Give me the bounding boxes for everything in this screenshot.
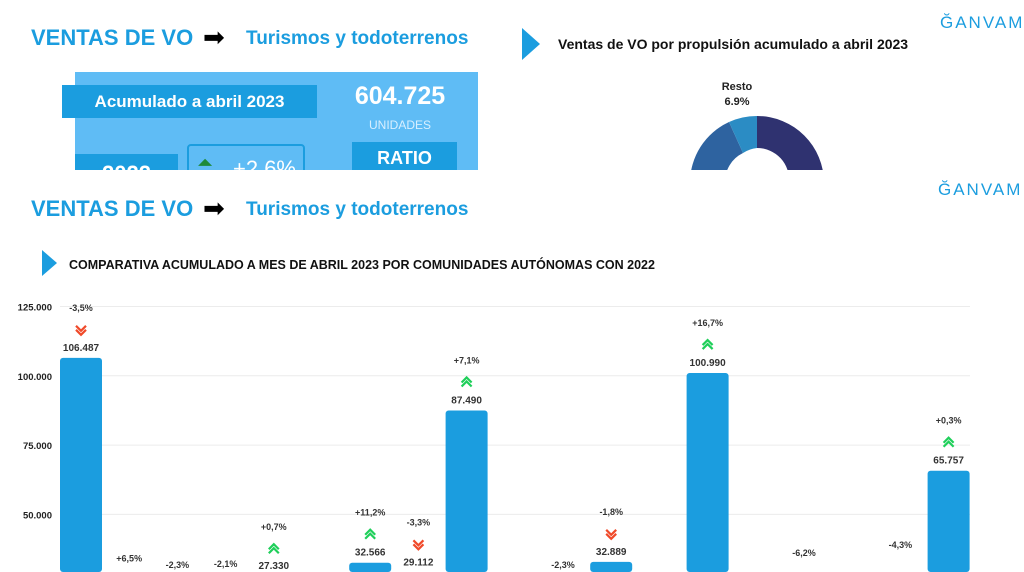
bar [686,373,729,572]
y-tick-label: 100.000 [18,372,52,383]
bar-change-label: -2,1% [214,559,238,569]
y-tick-label: 50.000 [23,510,52,521]
down-chevron-icon [605,529,617,541]
arrow-right-icon: ➡ [203,193,225,223]
bar-change-label: -2,3% [166,560,190,570]
bar-value-label: 29.112 [403,557,433,568]
ganvam-logo-2: ĞANVAM [938,180,1023,199]
bar-value-label: 32.566 [355,548,386,559]
y-tick-label: 75.000 [23,441,52,452]
chart-heading: COMPARATIVA ACUMULADO A MES DE ABRIL 202… [69,258,655,272]
kpi-panel: Acumulado a abril 2023 604.725 UNIDADES … [62,72,478,170]
bar-change-label: +0,7% [261,522,287,532]
down-chevron-icon [412,539,425,551]
slide-subtitle: Turismos y todoterrenos [246,28,469,49]
donut-chart [691,115,823,170]
up-chevron-icon [268,542,280,555]
bar [590,561,633,572]
slide-title-2: VENTAS DE VO [31,196,194,221]
ratio-label: RATIO [352,142,457,170]
bar-change-label: -3,5% [69,303,93,313]
donut-label: Resto 6.9% [717,80,757,110]
bar-change-label: +11,2% [355,508,385,518]
kpi-unit: UNIDADES [368,118,431,132]
up-arrow-icon: ⏶ [197,152,213,170]
kpi-value: 604.725 [354,82,446,110]
up-chevron-icon [460,375,473,388]
up-chevron-icon [364,528,376,540]
up-chevron-icon [701,338,714,350]
bar-value-label: 65.757 [933,456,964,467]
bar-change-label: -4,3% [889,540,913,550]
bar-value-label: 27.330 [259,561,290,572]
bar-change-label: -1,8% [599,507,623,517]
bar-change-label: +16,7% [692,318,723,328]
donut-label-pct: 6.9% [724,96,750,108]
bar-change-label: -3,3% [407,517,431,527]
kpi-year: 2022 [75,154,178,170]
bar-change-label: +6,5% [116,554,142,564]
kpi-change: +2,6% [233,156,296,170]
bar-change-label: +0,3% [936,416,962,426]
bar-value-label: 100.990 [690,358,727,369]
bar-change-label: -2,3% [551,560,575,570]
donut-slice-resto [729,115,757,153]
slide-title: VENTAS DE VO [31,25,194,50]
bar-value-label: 106.487 [63,343,100,354]
bullet-triangle-icon [522,28,540,60]
up-chevron-icon [942,436,955,448]
donut-label-name: Resto [721,81,753,93]
arrow-right-icon: ➡ [203,22,225,52]
bar [445,410,488,572]
bar-change-label: -6,2% [792,548,816,558]
bar [927,470,970,572]
donut-slice-2 [691,122,743,170]
donut-title: Ventas de VO por propulsión acumulado a … [558,36,909,52]
kpi-change-box: ⏶ +2,6% [187,144,305,170]
bar-value-label: 87.490 [451,395,482,406]
down-chevron-icon [75,325,87,337]
bullet-triangle-icon [42,250,57,276]
donut-slice-1 [757,116,823,170]
ganvam-logo: ĞANVAM [940,13,1024,32]
bar [349,562,392,572]
kpi-label: Acumulado a abril 2023 [62,85,317,118]
bar-value-label: 32.889 [596,547,627,558]
bar-change-label: +7,1% [454,355,480,365]
top-slide: VENTAS DE VO ➡ Turismos y todoterrenos A… [0,0,1024,170]
slide-subtitle-2: Turismos y todoterrenos [246,199,469,220]
y-tick-label: 125.000 [18,303,52,314]
bar [60,357,102,572]
